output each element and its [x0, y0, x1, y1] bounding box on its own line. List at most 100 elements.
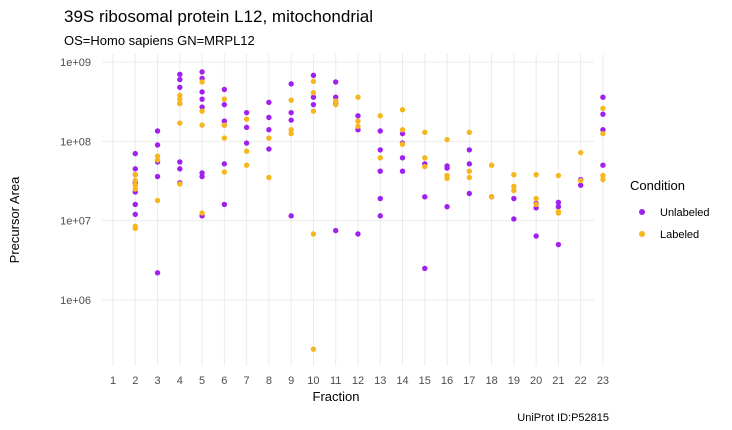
data-point-labeled — [422, 163, 428, 170]
data-point-unlabeled — [310, 94, 317, 100]
data-point-unlabeled — [288, 117, 294, 123]
data-point-unlabeled — [333, 94, 339, 100]
data-point-labeled — [177, 120, 183, 126]
data-point-labeled — [132, 186, 138, 192]
data-point-unlabeled — [399, 168, 406, 174]
y-tick-label: 1e+07 — [60, 216, 91, 228]
x-tick-label: 9 — [288, 375, 294, 387]
data-point-unlabeled — [132, 201, 138, 208]
data-point-labeled — [533, 171, 539, 178]
legend-title: Condition — [630, 178, 685, 193]
data-point-unlabeled — [243, 124, 250, 131]
data-point-unlabeled — [466, 147, 473, 153]
data-point-labeled — [288, 130, 294, 137]
data-point-unlabeled — [154, 142, 161, 148]
data-point-unlabeled — [221, 101, 228, 108]
x-tick-label: 8 — [266, 375, 272, 387]
data-point-unlabeled — [422, 265, 428, 272]
data-point-labeled — [600, 130, 606, 137]
data-point-unlabeled — [600, 111, 606, 117]
y-axis-title: Precursor Area — [7, 176, 22, 263]
x-tick-label: 19 — [508, 375, 520, 387]
data-point-labeled — [177, 181, 183, 187]
data-point-unlabeled — [288, 81, 294, 87]
data-point-unlabeled — [154, 270, 161, 276]
x-tick-label: 5 — [199, 375, 205, 387]
data-point-labeled — [243, 148, 250, 154]
data-point-unlabeled — [266, 146, 272, 152]
data-point-labeled — [310, 346, 317, 352]
data-point-labeled — [199, 79, 205, 85]
data-point-labeled — [288, 127, 294, 133]
data-point-labeled — [577, 177, 584, 184]
data-point-labeled — [310, 90, 317, 96]
legend-label-labeled: Labeled — [660, 229, 699, 241]
data-point-labeled — [422, 129, 428, 135]
data-point-labeled — [511, 183, 517, 190]
x-tick-label: 11 — [330, 375, 341, 387]
x-tick-label: 20 — [530, 375, 542, 387]
data-point-labeled — [266, 174, 272, 181]
data-point-labeled — [132, 225, 138, 232]
data-point-labeled — [555, 172, 562, 179]
data-point-labeled — [310, 231, 317, 237]
data-point-labeled — [199, 108, 205, 114]
data-point-unlabeled — [199, 89, 205, 95]
data-point-labeled — [177, 96, 183, 102]
data-point-unlabeled — [199, 96, 205, 102]
data-point-labeled — [466, 129, 473, 135]
data-point-unlabeled — [377, 195, 383, 202]
data-point-labeled — [511, 171, 517, 178]
x-tick-labels: 1 2 3 4 5 6 7 8 9 10 11 12 13 14 15 16 17 18 19 20 21 22 23 — [110, 375, 609, 387]
data-point-labeled — [266, 135, 272, 141]
data-point-unlabeled — [466, 161, 473, 167]
data-point-labeled — [355, 123, 361, 129]
data-point-labeled — [154, 153, 161, 159]
data-point-unlabeled — [199, 104, 205, 110]
data-point-unlabeled — [243, 109, 250, 116]
data-point-labeled — [154, 197, 161, 204]
data-points — [132, 69, 606, 352]
data-point-labeled — [600, 172, 606, 179]
data-point-unlabeled — [399, 155, 406, 161]
data-point-labeled — [243, 162, 250, 168]
data-point-unlabeled — [355, 231, 361, 237]
data-point-labeled — [221, 135, 228, 141]
data-point-labeled — [132, 182, 138, 188]
data-point-unlabeled — [399, 130, 406, 137]
data-point-unlabeled — [333, 79, 339, 85]
data-point-unlabeled — [333, 227, 339, 234]
chart-caption: UniProt ID:P52815 — [517, 412, 609, 424]
data-point-unlabeled — [177, 166, 183, 172]
data-point-labeled — [199, 210, 205, 216]
data-point-labeled — [221, 169, 228, 175]
data-point-labeled — [377, 155, 383, 161]
x-tick-label: 4 — [177, 375, 183, 387]
data-point-labeled — [310, 108, 317, 114]
data-point-unlabeled — [444, 165, 450, 171]
x-tick-label: 21 — [552, 375, 564, 387]
y-tick-label: 1e+06 — [60, 295, 91, 307]
data-point-labeled — [533, 201, 539, 208]
data-point-unlabeled — [199, 69, 205, 75]
y-tick-label: 1e+09 — [60, 57, 91, 69]
data-point-unlabeled — [266, 114, 272, 121]
data-point-unlabeled — [132, 150, 138, 157]
data-point-labeled — [199, 122, 205, 128]
x-tick-label: 12 — [352, 375, 364, 387]
x-tick-label: 6 — [221, 375, 227, 387]
data-point-unlabeled — [132, 211, 138, 218]
x-tick-label: 2 — [132, 375, 138, 387]
data-point-unlabeled — [221, 86, 228, 93]
x-tick-label: 1 — [110, 375, 116, 387]
legend-marker-unlabeled — [639, 209, 645, 215]
data-point-labeled — [444, 175, 450, 182]
data-point-unlabeled — [132, 166, 138, 172]
data-point-labeled — [355, 94, 361, 100]
data-point-labeled — [533, 195, 539, 202]
data-point-labeled — [132, 171, 138, 178]
data-point-unlabeled — [154, 128, 161, 134]
data-point-unlabeled — [199, 173, 205, 180]
data-point-unlabeled — [177, 76, 183, 83]
x-axis-title: Fraction — [313, 389, 360, 404]
